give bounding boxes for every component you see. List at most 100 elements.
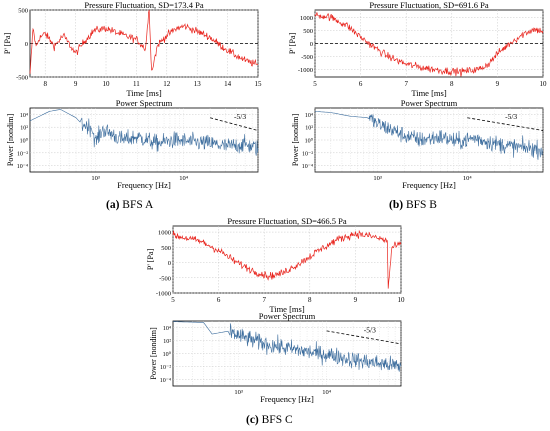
chart-title: Pressure Fluctuation, SD=466.5 Pa bbox=[227, 216, 347, 226]
y-tick-label: 1000 bbox=[300, 15, 313, 22]
y-tick-label: 10⁰ bbox=[305, 138, 314, 145]
caption-a-letter: (a) bbox=[106, 199, 120, 211]
y-axis-label: P' [Pa] bbox=[3, 33, 12, 55]
pressure-series-line bbox=[29, 9, 259, 74]
pressure-series-line bbox=[314, 12, 544, 77]
x-tick-label: 7 bbox=[404, 80, 408, 88]
x-tick-label: 8 bbox=[450, 80, 454, 88]
x-tick-label: 5 bbox=[313, 80, 317, 88]
x-tick-label: 12 bbox=[163, 80, 171, 88]
chart-title: Power Spectrum bbox=[116, 98, 173, 108]
caption-c-letter: (c) bbox=[246, 414, 259, 426]
x-axis-label: Time [ms] bbox=[269, 304, 305, 314]
y-tick-label: -500 bbox=[16, 75, 28, 82]
y-tick-label: 10⁻² bbox=[17, 151, 28, 157]
x-tick-label: 5 bbox=[171, 296, 175, 304]
chart-A-spectrum: Power Spectrum Frequency [Hz] Power [nondi… bbox=[6, 98, 259, 190]
spectrum-series-line bbox=[172, 321, 402, 372]
x-tick-label: 6 bbox=[217, 296, 221, 304]
x-tick-label: 9 bbox=[74, 80, 78, 88]
y-axis-label: Power [nondim] bbox=[6, 114, 15, 167]
y-tick-label: 10⁰ bbox=[20, 138, 29, 145]
y-axis-label: Power [nondim] bbox=[149, 327, 158, 380]
y-tick-label: 10⁻⁴ bbox=[17, 164, 28, 170]
y-tick-label: 0 bbox=[25, 41, 28, 48]
x-tick-label: 8 bbox=[43, 80, 47, 88]
y-tick-label: 0 bbox=[310, 41, 313, 48]
y-tick-label: 0 bbox=[168, 260, 171, 267]
x-tick-label: 11 bbox=[133, 80, 140, 88]
plot-frame bbox=[172, 225, 402, 294]
y-tick-label: -500 bbox=[301, 54, 313, 61]
slope-annotation: -5/3 bbox=[234, 112, 246, 121]
chart-title: Pressure Fluctuation, SD=691.6 Pa bbox=[369, 0, 489, 10]
caption-a-text: BFS A bbox=[122, 199, 154, 211]
slope-reference-line bbox=[209, 117, 259, 131]
pressure-series-line bbox=[172, 229, 402, 289]
chart-title: Power Spectrum bbox=[401, 98, 458, 108]
x-tick-label: 10⁴ bbox=[179, 175, 189, 182]
y-tick-label: 10⁻⁴ bbox=[302, 164, 313, 170]
y-tick-label: -1000 bbox=[156, 291, 171, 298]
x-tick-label: 15 bbox=[255, 80, 263, 88]
y-tick-label: -500 bbox=[159, 275, 171, 282]
slope-annotation: -5/3 bbox=[505, 112, 517, 121]
chart-A-pressure: Pressure Fluctuation, SD=173.4 Pa Time [m… bbox=[3, 0, 262, 98]
x-axis-label: Frequency [Hz] bbox=[260, 394, 314, 404]
x-tick-label: 10⁴ bbox=[463, 175, 473, 182]
x-tick-label: 9 bbox=[354, 296, 358, 304]
x-axis-label: Time [ms] bbox=[411, 88, 447, 98]
spectrum-series-line bbox=[314, 111, 544, 160]
slope-reference-line bbox=[467, 117, 544, 131]
chart-C-spectrum: Power Spectrum Frequency [Hz] Power [nondi… bbox=[149, 311, 402, 404]
y-axis-label: P' [Pa] bbox=[146, 249, 155, 271]
x-axis-label: Frequency [Hz] bbox=[117, 180, 171, 190]
x-tick-label: 9 bbox=[496, 80, 500, 88]
caption-b-letter: (b) bbox=[389, 199, 404, 211]
y-tick-label: 10⁴ bbox=[20, 113, 28, 119]
y-tick-label: 10⁻² bbox=[302, 151, 313, 157]
x-tick-label: 8 bbox=[308, 296, 312, 304]
x-axis-label: Frequency [Hz] bbox=[402, 180, 456, 190]
x-tick-label: 10 bbox=[398, 296, 406, 304]
x-tick-label: 13 bbox=[194, 80, 202, 88]
chart-title: Pressure Fluctuation, SD=173.4 Pa bbox=[84, 0, 204, 10]
y-tick-label: 500 bbox=[303, 28, 313, 35]
y-tick-label: 500 bbox=[18, 8, 28, 15]
caption-b: (b) BFS B bbox=[389, 199, 437, 211]
y-tick-label: 10⁻⁴ bbox=[160, 378, 171, 384]
y-tick-label: 10⁰ bbox=[163, 351, 172, 358]
x-tick-label: 10 bbox=[103, 80, 111, 88]
spectrum-series-line bbox=[29, 109, 259, 156]
y-tick-label: 10² bbox=[305, 126, 313, 132]
y-tick-label: 10⁴ bbox=[163, 326, 171, 332]
y-tick-label: -1000 bbox=[298, 67, 313, 74]
caption-c-text: BFS C bbox=[261, 414, 293, 426]
x-tick-label: 7 bbox=[262, 296, 266, 304]
x-tick-label: 10⁴ bbox=[322, 389, 332, 396]
chart-B-pressure: Pressure Fluctuation, SD=691.6 Pa Time [m… bbox=[288, 0, 547, 98]
x-tick-label: 10³ bbox=[234, 389, 243, 396]
caption-b-text: BFS B bbox=[405, 199, 437, 211]
y-tick-label: 10² bbox=[163, 339, 171, 345]
chart-B-spectrum: Power Spectrum Frequency [Hz] Power [nondi… bbox=[291, 98, 544, 190]
y-tick-label: 1000 bbox=[158, 230, 171, 237]
x-tick-label: 10³ bbox=[373, 175, 382, 182]
x-axis-label: Time [ms] bbox=[126, 88, 162, 98]
x-tick-label: 10³ bbox=[91, 175, 100, 182]
y-tick-label: 500 bbox=[161, 245, 171, 252]
x-tick-label: 10 bbox=[540, 80, 548, 88]
chart-C-pressure: Pressure Fluctuation, SD=466.5 Pa Time [m… bbox=[146, 216, 405, 314]
caption-a: (a) BFS A bbox=[106, 199, 153, 211]
y-axis-label: P' [Pa] bbox=[288, 33, 297, 55]
chart-title: Power Spectrum bbox=[259, 311, 316, 321]
y-tick-label: 10⁴ bbox=[305, 113, 313, 119]
slope-reference-line bbox=[326, 330, 402, 345]
caption-c: (c) BFS C bbox=[246, 414, 293, 426]
y-tick-label: 10⁻² bbox=[160, 365, 171, 371]
y-tick-label: 10² bbox=[20, 126, 28, 132]
x-tick-label: 14 bbox=[224, 80, 232, 88]
y-axis-label: Power [nondim] bbox=[291, 114, 300, 167]
x-tick-label: 6 bbox=[359, 80, 363, 88]
